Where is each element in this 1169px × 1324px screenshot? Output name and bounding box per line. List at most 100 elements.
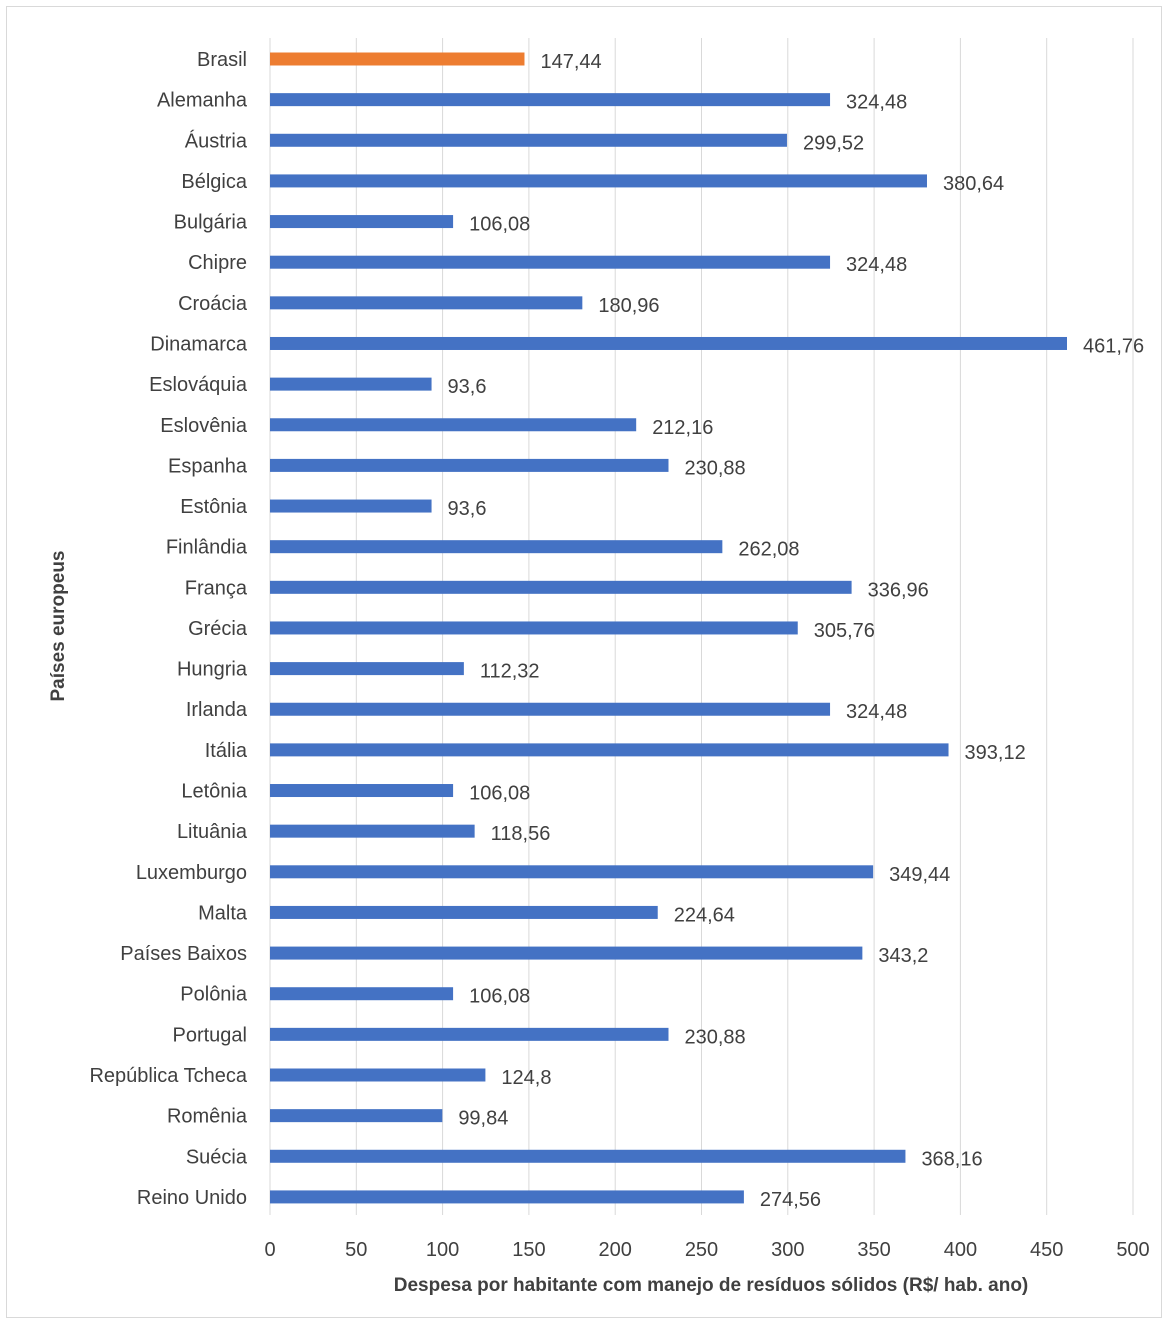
bar	[270, 1190, 744, 1204]
bar	[270, 784, 454, 798]
data-label: 343,2	[878, 945, 928, 967]
category-label: Luxemburgo	[136, 862, 247, 884]
data-label: 305,76	[814, 620, 875, 642]
x-tick-label: 450	[1030, 1239, 1063, 1261]
bar	[270, 905, 658, 919]
data-label: 230,88	[684, 457, 745, 479]
bar	[270, 499, 432, 513]
data-label: 274,56	[760, 1189, 821, 1211]
category-label: Malta	[198, 902, 248, 924]
data-label: 93,6	[448, 498, 487, 520]
category-label: Espanha	[168, 455, 248, 477]
gridlines	[269, 38, 1134, 1215]
bar	[270, 743, 949, 757]
bar	[270, 621, 798, 635]
category-label: Eslováquia	[149, 374, 248, 396]
data-label: 180,96	[598, 295, 659, 317]
bar	[270, 418, 637, 432]
category-label: Alemanha	[157, 90, 248, 112]
bar	[270, 987, 454, 1001]
category-label: Chipre	[188, 252, 247, 274]
category-label: Reino Unido	[137, 1187, 247, 1209]
bar	[270, 662, 464, 676]
data-label: 106,08	[469, 986, 530, 1008]
data-label: 324,48	[846, 92, 907, 114]
category-label: Portugal	[173, 1024, 248, 1046]
bar	[270, 1109, 443, 1123]
category-label: Letônia	[181, 781, 247, 803]
bar	[270, 52, 525, 66]
data-label: 147,44	[540, 51, 601, 73]
category-label: França	[185, 577, 248, 599]
category-label: Romênia	[167, 1106, 248, 1128]
bar	[270, 458, 669, 472]
data-label: 299,52	[803, 132, 864, 154]
data-label: 224,64	[674, 904, 735, 926]
data-label: 118,56	[491, 823, 551, 845]
category-label: República Tcheca	[89, 1065, 247, 1087]
data-label: 324,48	[846, 254, 907, 276]
x-tick-label: 500	[1116, 1239, 1149, 1261]
bar	[270, 133, 787, 147]
category-label: Suécia	[186, 1146, 248, 1168]
category-label: Finlândia	[166, 537, 248, 559]
data-label: 324,48	[846, 701, 907, 723]
labels: 0 50 100 150 200 250 300 350 400 450 500 Brasil 147,…	[89, 49, 1149, 1261]
bar	[270, 702, 831, 716]
bar	[270, 580, 852, 594]
x-tick-label: 50	[345, 1239, 367, 1261]
x-tick-label: 200	[599, 1239, 632, 1261]
x-tick-label: 350	[857, 1239, 890, 1261]
data-label: 212,16	[652, 417, 713, 439]
bar	[270, 946, 863, 960]
chart-frame	[6, 6, 1162, 1318]
data-label: 461,76	[1083, 335, 1144, 357]
data-label: 336,96	[868, 579, 929, 601]
x-tick-label: 250	[685, 1239, 718, 1261]
x-tick-label: 100	[426, 1239, 459, 1261]
data-label: 106,08	[469, 783, 530, 805]
bar	[270, 336, 1067, 350]
bar	[270, 824, 475, 838]
category-label: Itália	[205, 740, 248, 762]
data-label: 368,16	[921, 1148, 982, 1170]
bar	[270, 377, 432, 391]
bar	[270, 1149, 906, 1163]
bar	[270, 93, 831, 107]
bar	[270, 296, 583, 310]
category-label: Polônia	[180, 984, 248, 1006]
bar	[270, 865, 874, 879]
category-label: Croácia	[178, 293, 248, 315]
x-tick-label: 300	[771, 1239, 804, 1261]
x-tick-label: 150	[512, 1239, 545, 1261]
bar	[270, 174, 927, 188]
bar	[270, 1068, 486, 1082]
bar	[270, 1027, 669, 1041]
x-tick-label: 400	[944, 1239, 977, 1261]
data-label: 349,44	[889, 864, 950, 886]
category-label: Irlanda	[186, 699, 248, 721]
category-label: Lituânia	[177, 821, 248, 843]
bar	[270, 215, 454, 229]
bars	[270, 52, 1067, 1204]
category-label: Dinamarca	[150, 333, 248, 355]
data-label: 112,32	[480, 661, 540, 683]
category-label: Eslovênia	[160, 415, 248, 437]
data-label: 106,08	[469, 214, 530, 236]
category-label: Países Baixos	[120, 943, 247, 965]
bar	[270, 540, 723, 554]
category-label: Áustria	[185, 129, 248, 152]
x-tick-label: 0	[264, 1239, 275, 1261]
data-label: 99,84	[458, 1108, 508, 1130]
y-axis-title: Países europeus	[48, 550, 69, 701]
data-label: 124,8	[501, 1067, 551, 1089]
category-label: Brasil	[197, 49, 247, 71]
data-label: 230,88	[684, 1026, 745, 1048]
data-label: 93,6	[448, 376, 487, 398]
bar	[270, 255, 831, 269]
category-label: Grécia	[188, 618, 248, 640]
data-label: 262,08	[738, 539, 799, 561]
data-label: 393,12	[965, 742, 1026, 764]
category-label: Bulgária	[174, 212, 248, 234]
